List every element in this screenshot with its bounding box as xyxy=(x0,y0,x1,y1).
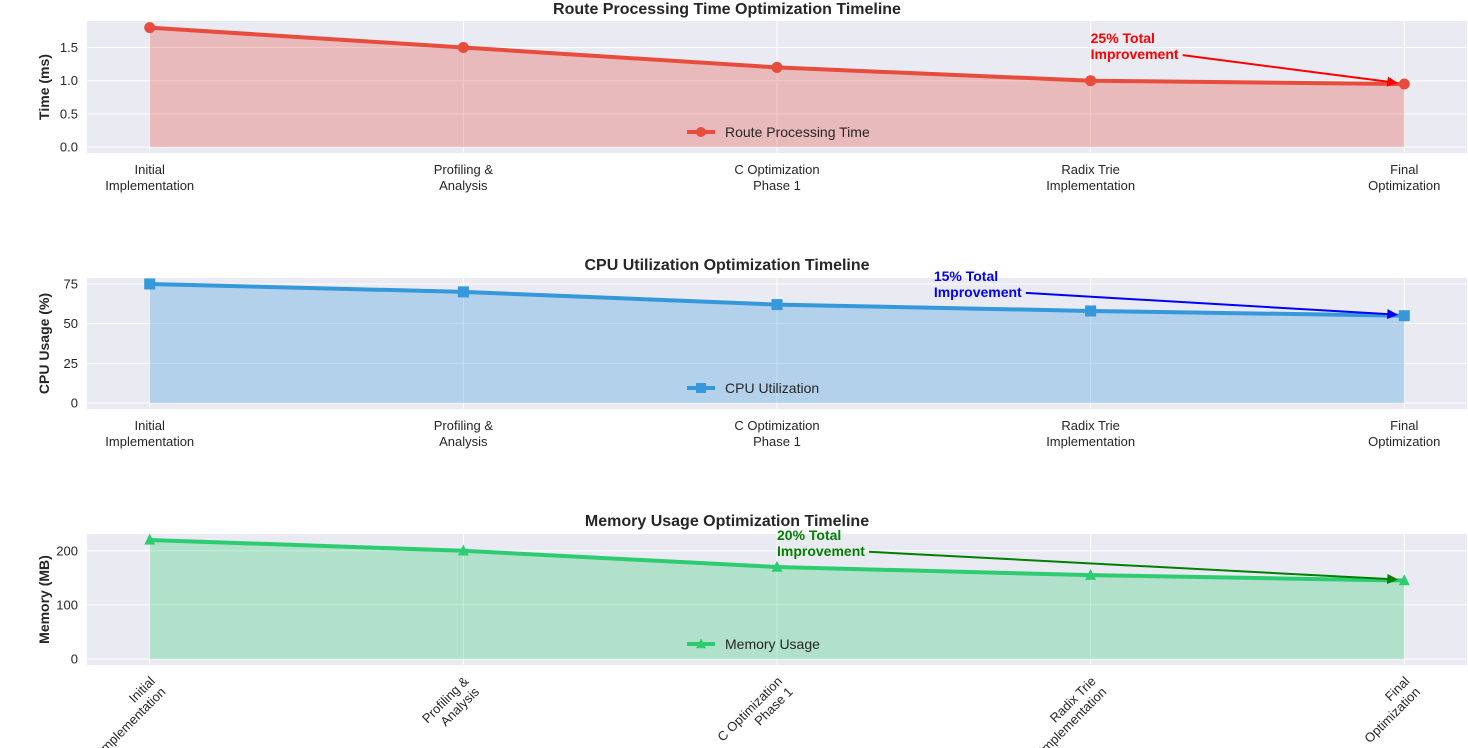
annotation-arrow-head xyxy=(1386,76,1399,87)
annotation-text: 20% Total Improvement xyxy=(777,527,865,559)
annotation-text: 15% Total Improvement xyxy=(934,268,1022,300)
chart-title: Route Processing Time Optimization Timel… xyxy=(553,1,901,18)
chart-title: CPU Utilization Optimization Timeline xyxy=(584,257,869,274)
x-tick-label: FinalOptimization xyxy=(1351,673,1423,745)
y-tick-label: 1.5 xyxy=(60,40,78,55)
legend-label: Route Processing Time xyxy=(725,124,870,140)
data-point-3 xyxy=(771,560,783,572)
legend-label: Memory Usage xyxy=(725,636,820,652)
chart-panel-1: 0.0 0.5 1.0 1.5 Initial Implementation Profili… xyxy=(36,1,1467,193)
data-point-1 xyxy=(144,22,156,34)
chart-panel-2: 0 25 50 75 Initial Implementation Profiling & A… xyxy=(36,257,1467,449)
area-fill xyxy=(149,27,1405,148)
improvement-annotation: 20% Total Improvement xyxy=(777,527,1399,584)
x-tick-label: InitialImplementation xyxy=(84,673,168,748)
annotation-arrow-head xyxy=(1387,573,1399,584)
legend: Memory Usage xyxy=(687,636,820,652)
y-tick-label: 75 xyxy=(64,276,78,291)
legend-label: CPU Utilization xyxy=(725,380,819,396)
y-tick-label: 0.0 xyxy=(60,140,78,155)
annotation-arrow-line xyxy=(868,550,1391,581)
legend-marker xyxy=(696,383,706,393)
data-point-4 xyxy=(1085,568,1097,580)
data-point-5 xyxy=(1398,78,1410,90)
annotation-arrow-line xyxy=(1182,54,1391,83)
data-point-2 xyxy=(457,42,469,54)
y-tick-label: 0 xyxy=(71,652,78,667)
legend-marker xyxy=(696,127,706,137)
legend: Route Processing Time xyxy=(687,124,870,140)
legend-marker xyxy=(696,638,706,649)
annotation-arrow-head xyxy=(1386,309,1399,320)
improvement-annotation: 15% Total Improvement xyxy=(934,268,1399,320)
y-tick-label: 0.5 xyxy=(60,106,78,121)
annotation-text: 25% Total Improvement xyxy=(1091,30,1179,62)
x-tick-label: Profiling &Analysis xyxy=(434,418,494,449)
data-point-1 xyxy=(144,533,156,545)
y-axis-label: Time (ms) xyxy=(36,54,52,120)
legend: CPU Utilization xyxy=(687,380,819,396)
x-tick-label: Profiling &Analysis xyxy=(434,162,494,193)
data-point-1 xyxy=(144,278,156,290)
data-point-4 xyxy=(1085,305,1097,317)
y-tick-label: 50 xyxy=(64,316,78,331)
y-tick-label: 0 xyxy=(71,396,78,411)
chart-panel-3: 0 100 200 InitialImplementation Profiling &A… xyxy=(36,513,1467,748)
y-tick-label: 100 xyxy=(56,597,78,612)
data-point-3 xyxy=(771,299,783,311)
x-tick-label: Profiling &Analysis xyxy=(419,673,482,736)
y-axis-label: Memory (MB) xyxy=(36,555,52,644)
annotation-arrow-line xyxy=(1025,291,1391,316)
data-point-5 xyxy=(1398,310,1410,322)
area-fill xyxy=(149,539,1405,660)
data-point-2 xyxy=(457,286,469,298)
x-tick-label: C OptimizationPhase 1 xyxy=(714,674,795,748)
x-tick-label: Radix TrieImplementation xyxy=(1025,674,1109,748)
y-tick-label: 200 xyxy=(56,543,78,558)
data-point-4 xyxy=(1085,75,1097,87)
y-axis-label: CPU Usage (%) xyxy=(36,293,52,394)
y-tick-label: 1.0 xyxy=(60,73,78,88)
improvement-annotation: 25% Total Improvement xyxy=(1091,30,1399,87)
y-tick-label: 25 xyxy=(64,356,78,371)
data-point-3 xyxy=(771,61,783,73)
data-point-2 xyxy=(457,544,469,556)
chart-title: Memory Usage Optimization Timeline xyxy=(585,513,869,530)
data-point-5 xyxy=(1398,574,1410,586)
